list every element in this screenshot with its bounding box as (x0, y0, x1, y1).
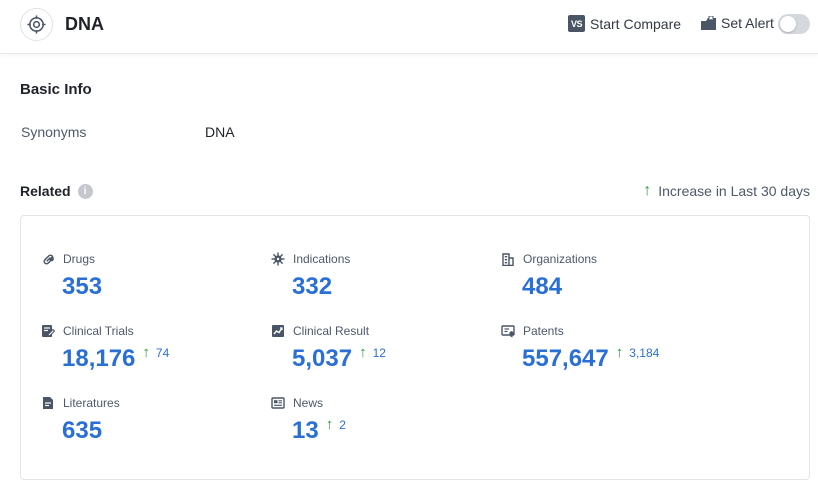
increase-count: 3,184 (629, 345, 659, 361)
stat-value: 332 (292, 273, 332, 301)
stat-label: Patents (523, 324, 564, 338)
start-compare-label: Start Compare (590, 16, 681, 32)
related-heading: Related i (20, 183, 93, 199)
toggle-knob (780, 16, 796, 32)
increase-indicator: ↑ 12 (359, 345, 386, 361)
increase-indicator: ↑ 74 (142, 345, 169, 361)
virus-icon (271, 252, 285, 266)
increase-legend: ↑ Increase in Last 30 days (643, 182, 810, 200)
set-alert-button[interactable]: Set Alert (700, 15, 774, 31)
up-arrow-icon: ↑ (643, 182, 651, 200)
start-compare-button[interactable]: VS Start Compare (568, 15, 681, 32)
stat-label: Organizations (523, 252, 597, 266)
increase-indicator: ↑ 3,184 (616, 345, 660, 361)
stat-value: 635 (62, 417, 102, 445)
top-header: DNA VS Start Compare Set Alert (0, 0, 818, 54)
stat-value: 5,037 (292, 345, 352, 373)
up-arrow-icon: ↑ (616, 345, 624, 361)
stat-organizations[interactable]: Organizations 484 (501, 251, 597, 301)
stat-patents[interactable]: Patents 557,647 ↑ 3,184 (501, 323, 659, 373)
increase-indicator: ↑ 2 (326, 417, 346, 433)
stat-indications[interactable]: Indications 332 (271, 251, 350, 301)
newspaper-icon (271, 396, 285, 410)
stat-label: Clinical Trials (63, 324, 134, 338)
target-icon (27, 15, 46, 34)
up-arrow-icon: ↑ (326, 417, 334, 433)
patent-icon (501, 324, 515, 338)
clipboard-edit-icon (41, 324, 55, 338)
stat-value: 484 (522, 273, 562, 301)
target-logo (20, 8, 53, 41)
info-icon[interactable]: i (78, 184, 93, 199)
increase-count: 2 (339, 417, 346, 433)
stat-clinical-trials[interactable]: Clinical Trials 18,176 ↑ 74 (41, 323, 169, 373)
stat-value: 353 (62, 273, 102, 301)
synonyms-label: Synonyms (21, 124, 86, 140)
increase-count: 12 (373, 345, 386, 361)
stat-label: Literatures (63, 396, 120, 410)
up-arrow-icon: ↑ (359, 345, 367, 361)
increase-count: 74 (156, 345, 169, 361)
stat-clinical-result[interactable]: Clinical Result 5,037 ↑ 12 (271, 323, 386, 373)
stat-literatures[interactable]: Literatures 635 (41, 395, 120, 445)
stat-label: Clinical Result (293, 324, 369, 338)
related-title: Related (20, 183, 71, 199)
pill-icon (41, 252, 55, 266)
document-icon (41, 396, 55, 410)
stat-label: Indications (293, 252, 350, 266)
related-stats-card: Drugs 353 Indications 332 Organizations … (20, 215, 810, 480)
legend-label: Increase in Last 30 days (658, 183, 810, 199)
page-title: DNA (65, 14, 104, 35)
stat-drugs[interactable]: Drugs 353 (41, 251, 102, 301)
chart-report-icon (271, 324, 285, 338)
basic-info-heading: Basic Info (20, 81, 92, 98)
compare-icon: VS (568, 15, 585, 32)
stat-value: 557,647 (522, 345, 609, 373)
building-icon (501, 252, 515, 266)
up-arrow-icon: ↑ (142, 345, 150, 361)
stat-label: Drugs (63, 252, 95, 266)
stat-value: 18,176 (62, 345, 135, 373)
set-alert-label: Set Alert (721, 15, 774, 31)
stat-label: News (293, 396, 323, 410)
stat-news[interactable]: News 13 ↑ 2 (271, 395, 346, 445)
alert-flag-icon (700, 16, 717, 31)
alert-toggle[interactable] (778, 14, 810, 34)
stat-value: 13 (292, 417, 319, 445)
synonyms-value: DNA (205, 124, 235, 140)
